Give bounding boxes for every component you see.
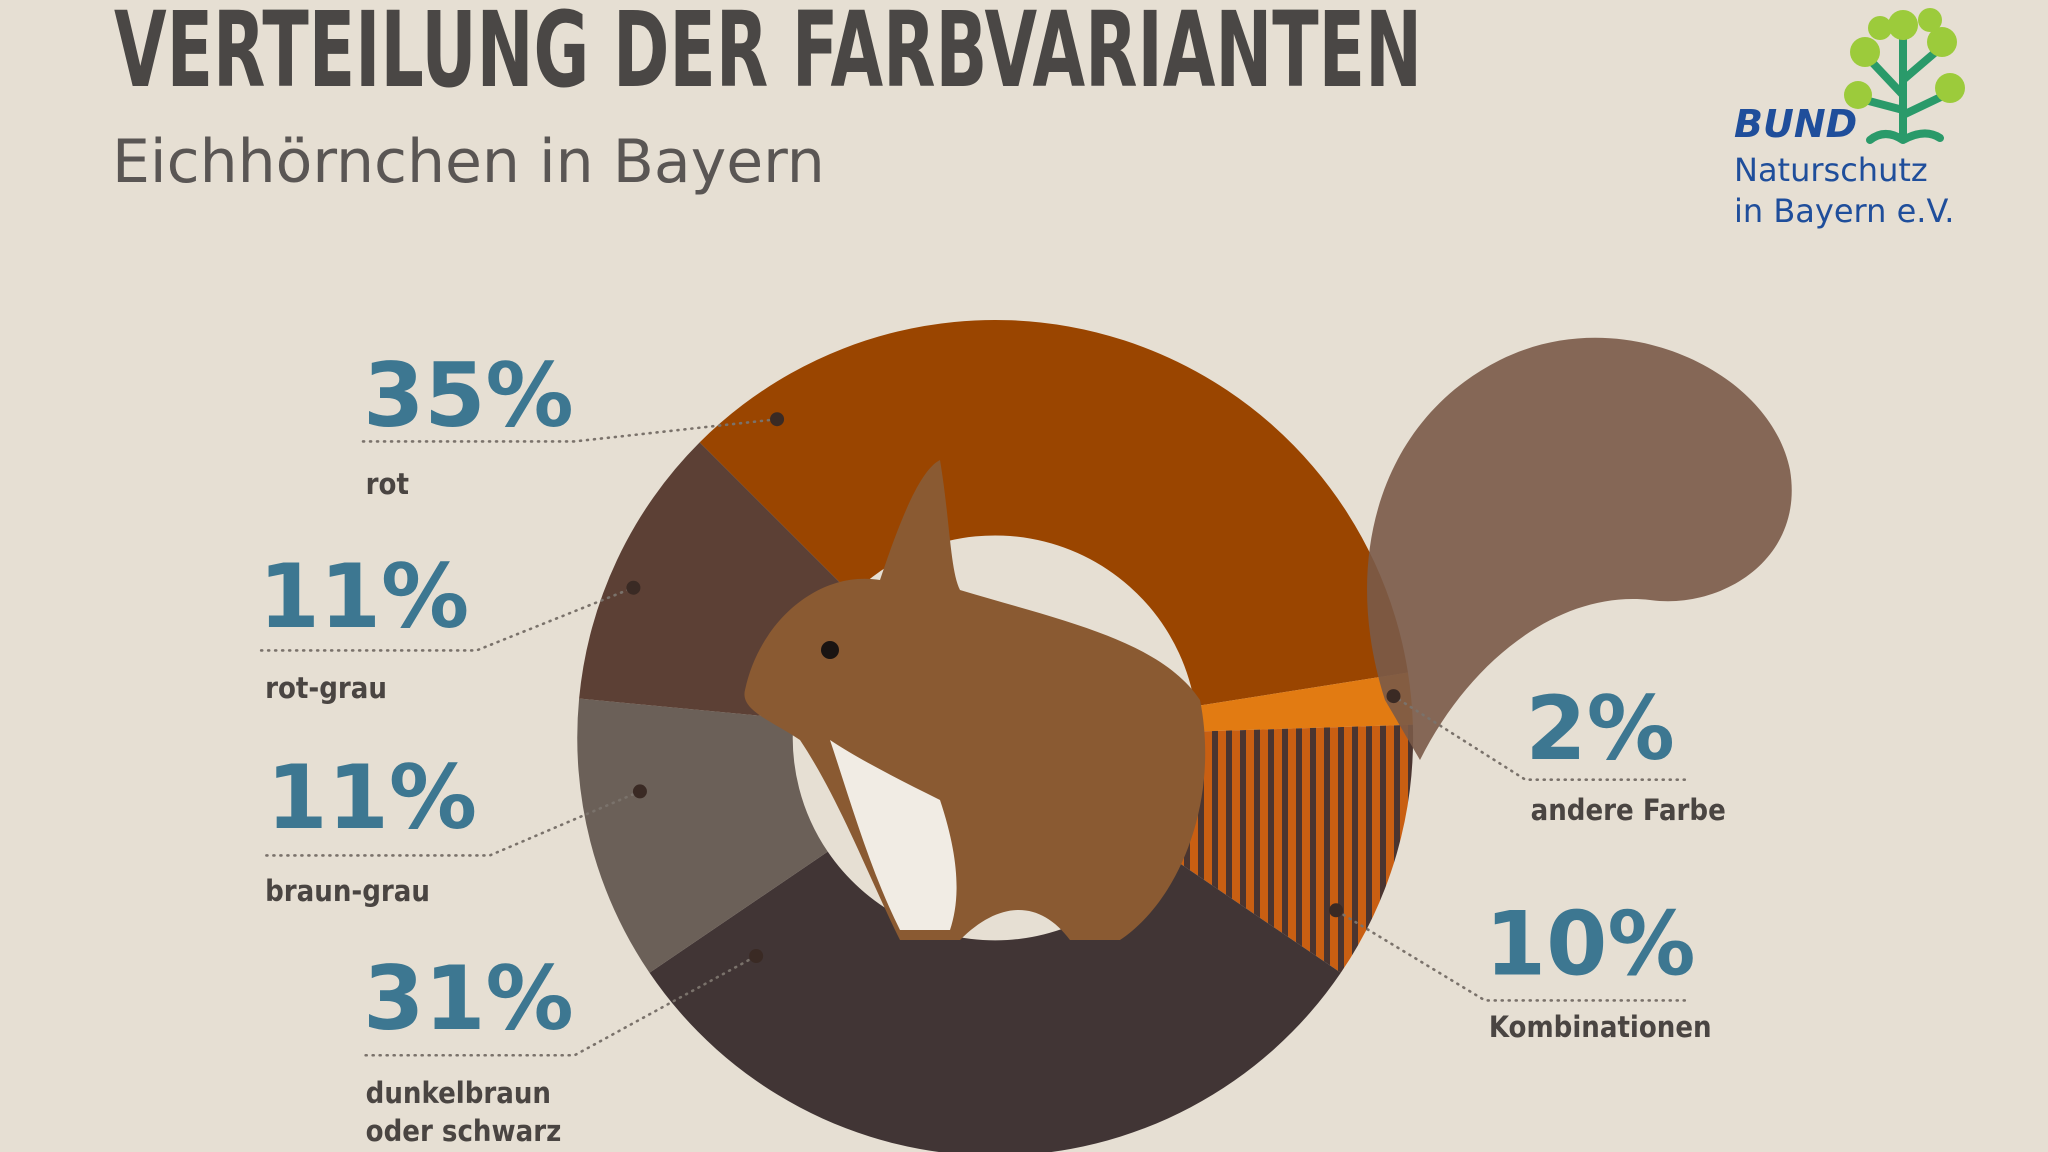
chart-subtitle: Eichhörnchen in Bayern: [112, 127, 825, 197]
leader-dot: [1386, 689, 1401, 704]
value-label: 31%: [363, 947, 574, 1050]
leader-dot: [1329, 903, 1344, 918]
labels: 35% rot 2% andere Farbe 10% Kombinationen 31% d…: [259, 344, 1726, 1148]
leader-dot: [632, 784, 647, 799]
donut-segment: [577, 698, 828, 973]
category-label: rot-grau: [265, 670, 387, 705]
leader-line: [265, 790, 642, 857]
category-label: Kombinationen: [1488, 1010, 1712, 1045]
value-label: 2%: [1525, 677, 1674, 780]
category-label: braun-grau: [265, 874, 430, 909]
category-label-box: Kombinationen: [1488, 1010, 1712, 1045]
donut-segment: [699, 319, 1408, 707]
value-label: 10%: [1485, 892, 1696, 995]
leader-line: [259, 586, 635, 652]
category-label: dunkelbraun oder schwarz: [365, 1075, 562, 1148]
category-label-box: rot: [365, 466, 409, 501]
logo-name: BUND: [1734, 102, 1857, 146]
logo: BUND Naturschutz in Bayern e.V.: [1734, 8, 1965, 230]
value-label: 11%: [259, 545, 470, 648]
chart-title: VERTEILUNG DER FARBVARIANTEN: [114, 0, 1422, 111]
category-label-box: andere Farbe: [1530, 793, 1726, 828]
category-label: rot: [365, 466, 409, 501]
leader-line: [1334, 908, 1687, 1002]
leader-dot: [626, 580, 641, 595]
leader-dot: [770, 412, 785, 427]
category-label-box: dunkelbraun oder schwarz: [365, 1075, 562, 1148]
logo-tree: [1861, 36, 1949, 144]
logo-line: Naturschutz: [1734, 151, 1928, 189]
donut-segment: [649, 851, 1341, 1152]
squirrel: [744, 337, 1792, 940]
logo-line: in Bayern e.V.: [1734, 192, 1954, 230]
donut-segment: [1162, 724, 1414, 973]
donut-segment: [1195, 672, 1413, 732]
category-label-box: braun-grau: [265, 874, 430, 909]
category-label-box: rot-grau: [265, 670, 387, 705]
category-label: andere Farbe: [1530, 793, 1726, 828]
value-label: 35%: [363, 344, 574, 447]
logo-leaves: [1844, 8, 1965, 109]
leader-dot: [749, 948, 764, 963]
value-label: 11%: [266, 746, 477, 849]
donut: [577, 319, 1414, 1152]
leader-line: [364, 954, 758, 1057]
leader-line: [361, 417, 779, 443]
